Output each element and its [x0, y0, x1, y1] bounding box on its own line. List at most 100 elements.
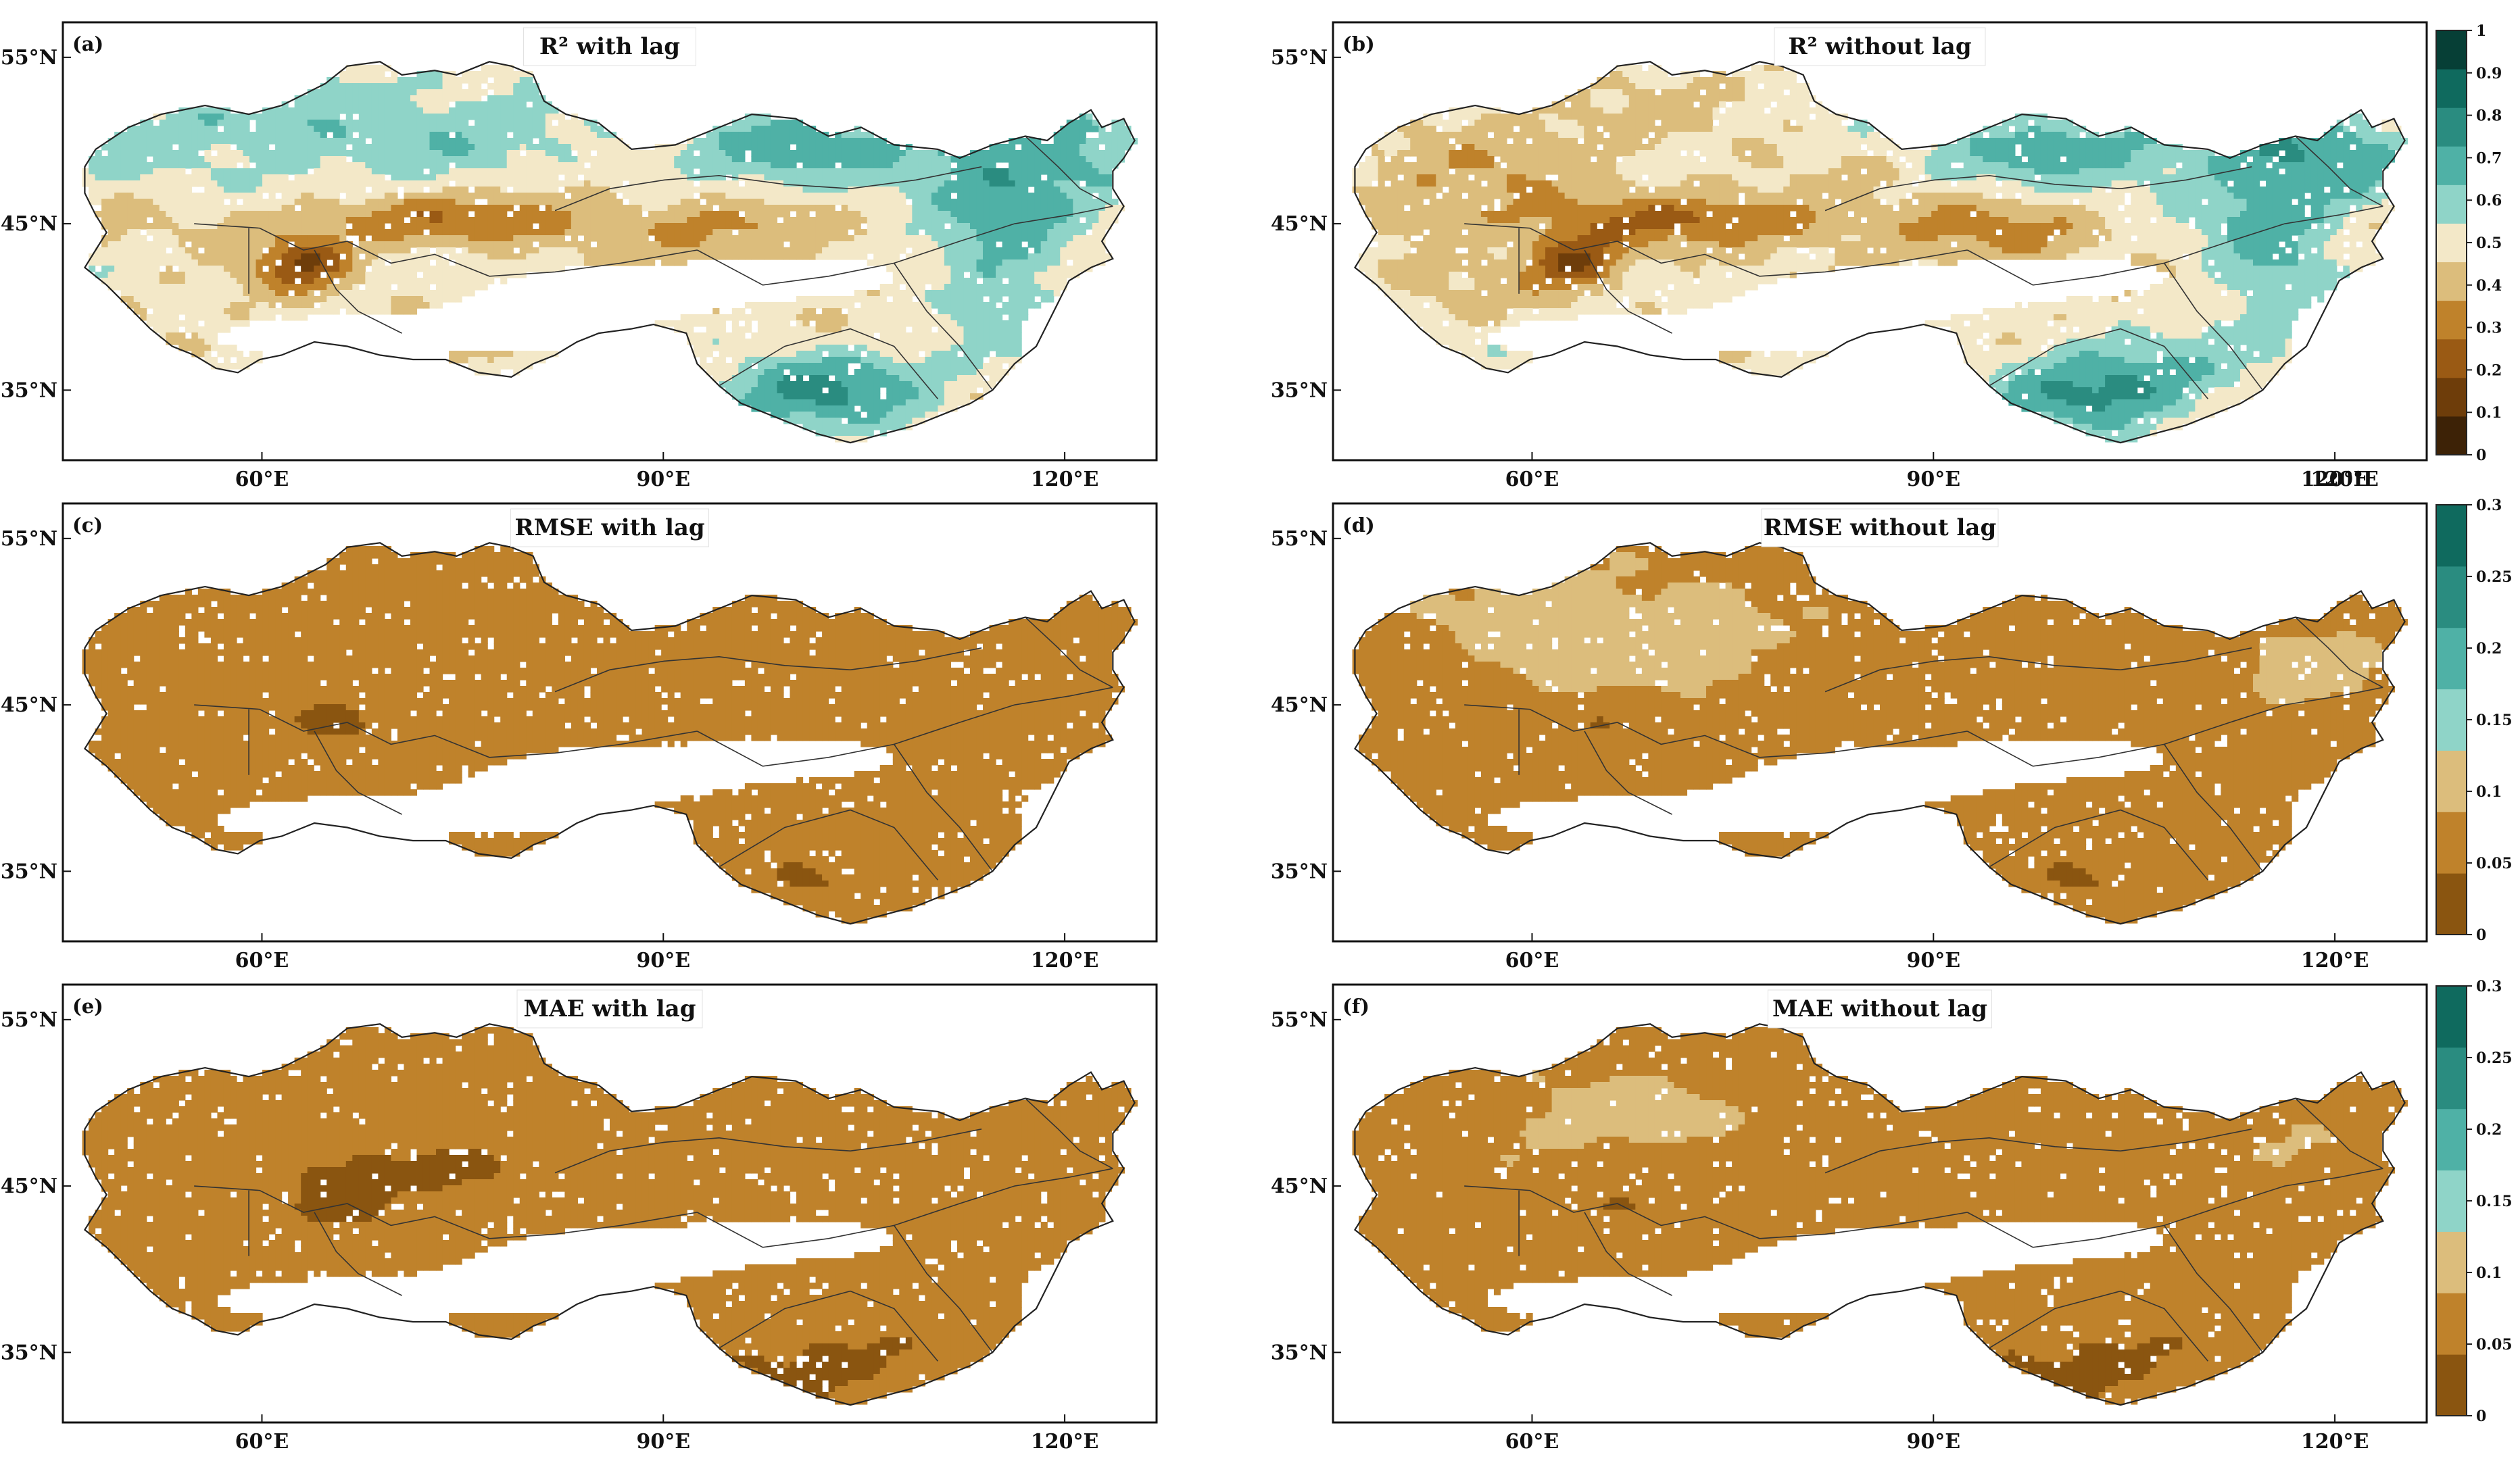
raster-cell: [764, 199, 771, 205]
raster-cell: [223, 241, 231, 248]
raster-cell: [159, 247, 166, 254]
raster-cell: [101, 253, 109, 260]
raster-cell: [204, 253, 212, 260]
raster-cell: [217, 199, 224, 205]
raster-cell: [1002, 290, 1009, 297]
raster-cell: [873, 199, 881, 205]
raster-cell: [815, 326, 823, 333]
raster-cell: [950, 284, 958, 291]
raster-cell: [107, 278, 115, 284]
raster-cell: [172, 296, 179, 303]
raster-cell: [687, 229, 694, 236]
raster-cell: [1027, 180, 1035, 187]
raster-cell: [770, 326, 778, 333]
raster-cell: [854, 326, 861, 333]
raster-cell: [101, 156, 109, 163]
raster-cell: [1027, 211, 1035, 218]
raster-cell: [950, 187, 958, 193]
raster-cell: [410, 138, 418, 145]
raster-cell: [854, 162, 861, 169]
raster-cell: [391, 229, 398, 236]
raster-cell: [268, 241, 276, 248]
raster-cell: [345, 253, 353, 260]
raster-cell: [249, 314, 257, 321]
raster-cell: [1034, 284, 1042, 291]
raster-cell: [996, 180, 1003, 187]
raster-cell: [1009, 266, 1016, 272]
raster-cell: [422, 223, 431, 230]
raster-cell: [1053, 259, 1061, 266]
raster-cell: [455, 83, 462, 90]
raster-cell: [552, 223, 559, 230]
raster-cell: [101, 193, 109, 199]
raster-cell: [629, 217, 636, 224]
raster-cell: [506, 180, 514, 187]
raster-cell: [764, 126, 771, 132]
raster-cell: [230, 290, 237, 297]
raster-cell: [744, 339, 752, 345]
raster-cell: [326, 278, 334, 284]
raster-cell: [146, 223, 153, 230]
raster-cell: [301, 284, 308, 291]
raster-cell: [731, 199, 739, 205]
raster-cell: [552, 156, 559, 163]
raster-cell: [294, 229, 301, 236]
raster-cell: [230, 235, 237, 242]
raster-cell: [301, 150, 308, 157]
raster-cell: [371, 168, 379, 175]
raster-cell: [925, 326, 932, 333]
raster-cell: [159, 302, 166, 309]
raster-cell: [822, 217, 829, 224]
raster-cell: [519, 120, 527, 126]
raster-cell: [545, 180, 552, 187]
raster-cell: [210, 138, 218, 145]
raster-cell: [140, 187, 147, 193]
raster-cell: [166, 266, 173, 272]
raster-cell: [1009, 296, 1016, 303]
raster-cell: [391, 156, 398, 163]
raster-cell: [687, 168, 694, 175]
raster-cell: [526, 351, 533, 357]
raster-cell: [442, 205, 450, 212]
raster-cell: [899, 247, 906, 254]
raster-cell: [468, 150, 475, 157]
raster-cell: [616, 259, 623, 266]
raster-cell: [944, 180, 952, 187]
raster-cell: [172, 180, 179, 187]
raster-cell: [262, 302, 270, 309]
raster-cell: [404, 253, 411, 260]
raster-cell: [210, 205, 218, 212]
raster-cell: [905, 241, 913, 248]
raster-cell: [886, 290, 894, 297]
raster-cell: [140, 162, 147, 169]
raster-cell: [339, 217, 347, 224]
raster-cell: [422, 150, 431, 157]
raster-cell: [969, 302, 977, 309]
raster-cell: [378, 120, 385, 126]
raster-cell: [358, 241, 366, 248]
raster-cell: [326, 114, 334, 120]
raster-cell: [873, 259, 881, 266]
raster-cell: [384, 266, 391, 272]
raster-cell: [822, 162, 829, 169]
raster-cell: [268, 266, 276, 272]
raster-cell: [140, 253, 147, 260]
raster-cell: [532, 357, 539, 364]
raster-cell: [204, 241, 212, 248]
raster-cell: [506, 77, 514, 84]
raster-cell: [178, 272, 186, 278]
raster-cell: [571, 132, 579, 139]
raster-cell: [140, 302, 147, 309]
raster-cell: [944, 168, 952, 175]
raster-cell: [468, 241, 475, 248]
raster-cell: [925, 199, 932, 205]
raster-cell: [738, 332, 746, 339]
raster-cell: [391, 302, 398, 309]
raster-cell: [500, 278, 508, 284]
raster-cell: [410, 199, 418, 205]
raster-cell: [159, 332, 166, 339]
raster-cell: [841, 302, 848, 309]
raster-cell: [989, 180, 996, 187]
raster-cell: [416, 83, 424, 90]
raster-cell: [127, 126, 135, 132]
